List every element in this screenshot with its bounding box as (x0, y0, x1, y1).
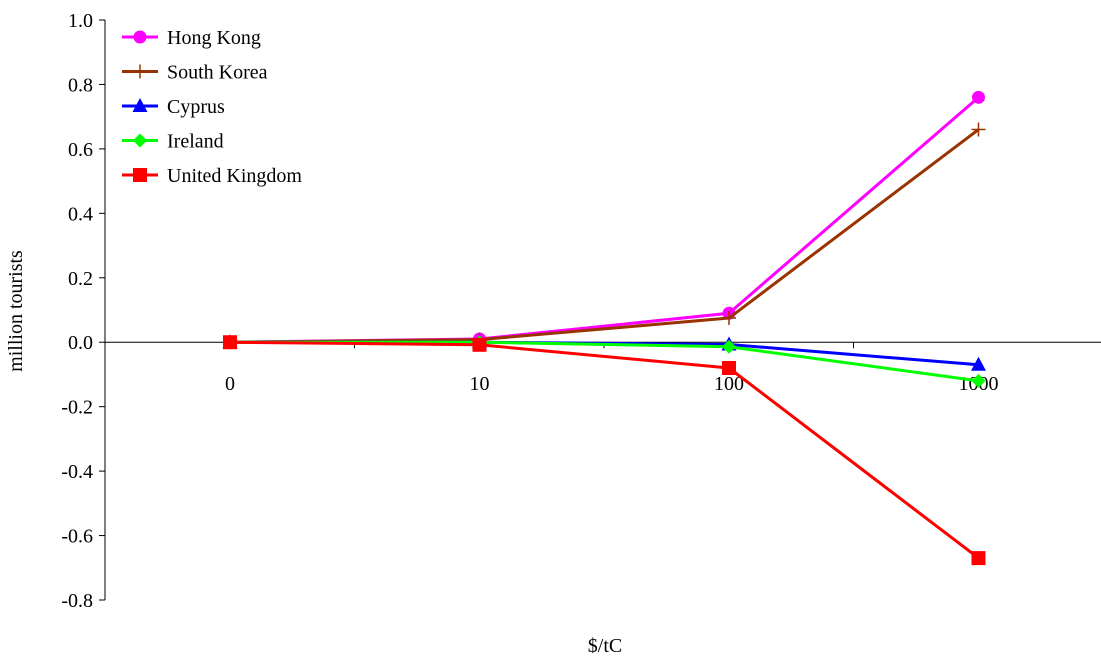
y-tick-label: -0.6 (61, 526, 93, 548)
legend-item: South Korea (122, 62, 268, 84)
data-point (971, 122, 986, 137)
data-point (971, 356, 986, 371)
x-tick-label: 100 (714, 373, 744, 395)
y-tick-label: 0.0 (68, 332, 93, 354)
legend-item: Cyprus (122, 96, 225, 118)
legend-item: Hong Kong (122, 27, 261, 49)
y-tick-label: -0.8 (61, 590, 93, 612)
legend-marker (133, 30, 147, 44)
legend-label: South Korea (167, 62, 268, 84)
data-point (223, 335, 237, 350)
data-point (722, 311, 736, 326)
series-united-kingdom (223, 335, 986, 566)
series-line (229, 340, 980, 560)
axes: 1.0 0.8 0.6 0.4 0.2 0.0 -0.2 -0.4 -0.6 -0.8 0 10 100… (61, 10, 1101, 612)
data-point (722, 361, 736, 375)
series-group (222, 90, 986, 566)
legend-label: Cyprus (167, 96, 225, 118)
legend: Hong Kong South Korea Cyprus Ireland United … (122, 27, 302, 187)
legend-label: United Kingdom (167, 165, 302, 187)
y-tick-label: 0.4 (68, 203, 93, 225)
y-tick-label: 0.2 (68, 268, 93, 290)
y-tick-label: 0.6 (68, 139, 93, 161)
legend-label: Hong Kong (167, 27, 261, 49)
legend-marker (132, 98, 148, 112)
series-line (229, 128, 980, 344)
legend-item: United Kingdom (122, 165, 302, 187)
legend-label: Ireland (167, 131, 224, 153)
x-tick-label: 0 (225, 373, 235, 395)
legend-marker (133, 133, 147, 148)
series-south-korea (223, 122, 986, 350)
y-tick-label: -0.4 (61, 461, 93, 483)
data-point (971, 373, 986, 388)
legend-marker (133, 64, 147, 79)
x-axis-title: $/tC (588, 635, 622, 657)
data-point (722, 339, 736, 354)
y-tick-label: 1.0 (68, 10, 93, 32)
legend-item: Ireland (122, 131, 224, 153)
data-point (472, 337, 487, 352)
series-line (229, 96, 980, 344)
x-tick-label: 10 (470, 373, 490, 395)
y-tick-label: 0.8 (68, 74, 93, 96)
data-point (972, 90, 985, 104)
legend-marker (133, 168, 147, 182)
y-tick-label: -0.2 (61, 397, 93, 419)
series-hong-kong (223, 90, 985, 349)
y-axis-title: million tourists (5, 250, 27, 372)
data-point (971, 551, 986, 566)
